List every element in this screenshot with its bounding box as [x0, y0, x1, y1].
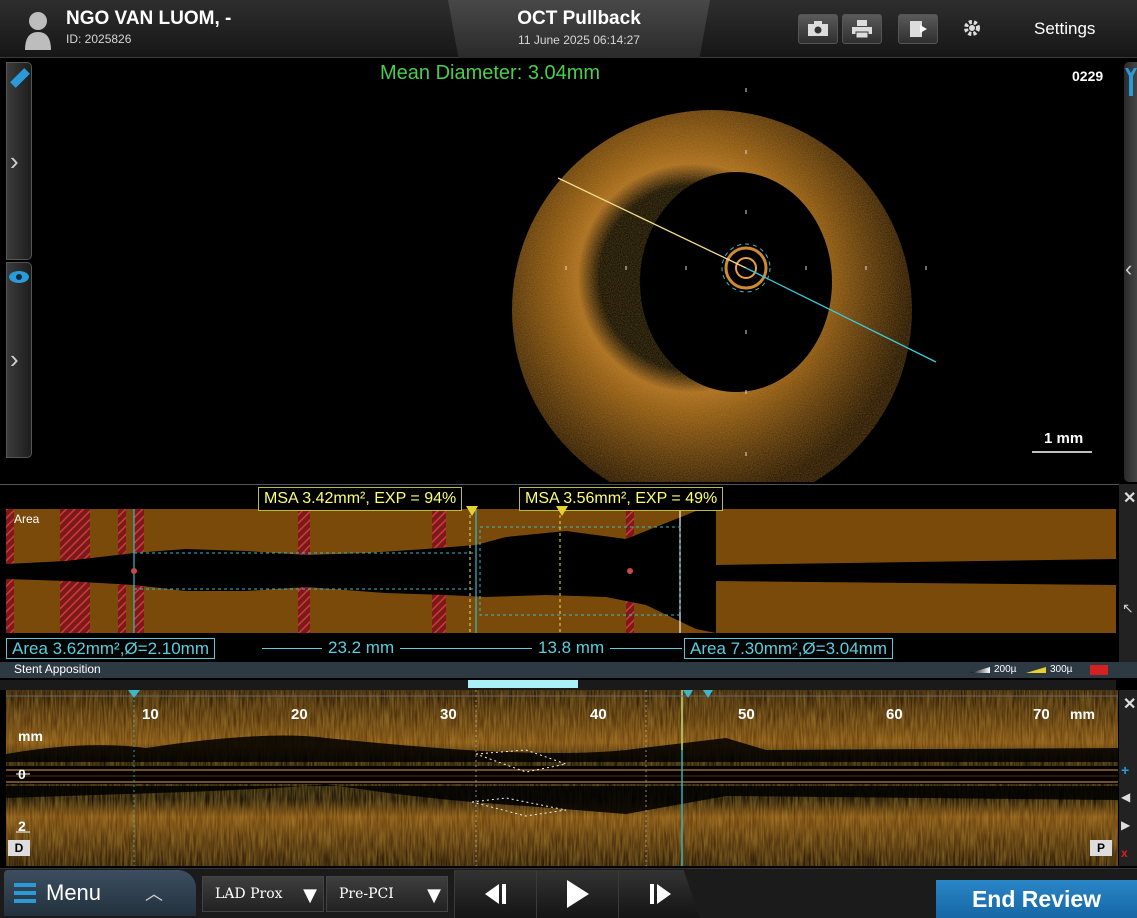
export-button[interactable] — [898, 14, 938, 44]
length-dimension-line — [262, 648, 682, 649]
ruler-unit: mm — [1070, 706, 1095, 722]
wrench-icon[interactable] — [1125, 68, 1137, 96]
stent-position-bar[interactable] — [468, 680, 578, 688]
msa-left-measurement[interactable]: MSA 3.42mm², EXP = 94% — [258, 487, 463, 511]
step-forward-button[interactable] — [618, 870, 700, 918]
menu-label: Menu — [46, 880, 102, 905]
ruler-tick-20: 20 — [291, 706, 308, 723]
play-icon — [566, 880, 589, 908]
eye-icon[interactable] — [8, 270, 30, 284]
segment-length-1: 23.2 mm — [322, 638, 401, 658]
ruler-tick-60: 60 — [886, 706, 903, 723]
scale-bar-label: 1 mm — [1044, 430, 1084, 447]
chevron-up-icon: ︿ — [145, 884, 164, 904]
patient-name: NGO VAN LUOM, - — [66, 8, 232, 29]
ruler-tick-70: 70 — [1033, 706, 1050, 723]
legend-200-swatch — [970, 667, 990, 673]
msa-right-measurement[interactable]: MSA 3.56mm², EXP = 49% — [519, 487, 724, 511]
ruler-icon[interactable] — [8, 66, 30, 92]
stent-apposition-bar — [0, 662, 1137, 678]
close-icon[interactable]: ✕ — [1123, 696, 1137, 713]
patient-id: ID: 2025826 — [66, 32, 132, 46]
proximal-marker: P — [1090, 840, 1112, 856]
reset-icon[interactable]: ↖ — [1122, 600, 1134, 616]
chevron-left-icon[interactable]: ‹ — [1125, 256, 1133, 281]
title-tab — [448, 0, 710, 58]
ruler-tick-40: 40 — [590, 706, 607, 723]
marker-left-icon[interactable]: ◀ — [1121, 790, 1131, 804]
legend-200-label: 200µ — [994, 664, 1017, 675]
delete-marker-icon[interactable]: x — [1121, 846, 1128, 860]
chevron-right-icon[interactable]: › — [10, 344, 19, 374]
add-marker-icon[interactable]: + — [1121, 762, 1130, 778]
export-icon — [910, 21, 927, 37]
frame-number: 0229 — [1072, 68, 1104, 84]
menu-button[interactable]: Menu ︿ — [4, 870, 196, 916]
vessel-dropdown[interactable]: LAD Prox ▼ — [202, 876, 324, 912]
step-forward-icon — [649, 884, 671, 904]
close-icon[interactable]: ✕ — [1123, 490, 1137, 507]
right-rail[interactable] — [1124, 62, 1137, 482]
person-icon — [25, 12, 51, 50]
camera-icon — [808, 21, 828, 36]
stent-apposition-label: Stent Apposition — [14, 662, 101, 676]
ruler-tick-10: 10 — [142, 706, 159, 723]
longitudinal-view[interactable] — [6, 690, 1118, 866]
settings-button[interactable]: Settings — [1034, 19, 1096, 38]
msa-marker-right[interactable] — [555, 505, 569, 517]
legend-300-swatch — [1026, 667, 1046, 673]
marker-right-icon[interactable]: ▶ — [1121, 818, 1131, 832]
msa-marker-left[interactable] — [465, 505, 479, 517]
legend-300-label: 300µ — [1050, 664, 1073, 675]
proximal-reference-area[interactable]: Area 7.30mm²,Ø=3.04mm — [684, 638, 893, 659]
play-button[interactable] — [536, 870, 618, 918]
gear-icon[interactable] — [962, 18, 982, 38]
vessel-value: LAD Prox — [215, 886, 283, 902]
legend-malapposed-swatch — [1090, 665, 1108, 675]
distal-reference-area[interactable]: Area 3.62mm²,Ø=2.10mm — [6, 638, 215, 659]
ruler-tick-30: 30 — [440, 706, 457, 723]
step-back-button[interactable] — [454, 870, 536, 918]
pullback-date: 11 June 2025 06:14:27 — [518, 33, 640, 47]
area-side-rail — [1119, 484, 1137, 664]
pullback-title: OCT Pullback — [517, 8, 641, 29]
phase-dropdown[interactable]: Pre-PCI ▼ — [326, 876, 448, 912]
triangle-down-icon: ▼ — [303, 885, 317, 906]
oct-cross-section[interactable] — [36, 60, 1122, 482]
area-profile-label: Area — [14, 512, 40, 526]
left-rail-view[interactable] — [6, 262, 32, 458]
step-back-icon — [484, 884, 506, 904]
segment-length-2: 13.8 mm — [532, 638, 611, 658]
print-icon — [852, 20, 872, 38]
print-button[interactable] — [842, 14, 882, 44]
triangle-down-icon: ▼ — [427, 885, 441, 906]
end-review-button[interactable]: End Review — [936, 880, 1137, 918]
list-icon — [14, 883, 36, 903]
depth-two: 2 — [18, 818, 26, 834]
area-profile-graph[interactable] — [6, 509, 1116, 633]
depth-zero: 0 — [18, 766, 26, 782]
left-rail-measure[interactable] — [6, 62, 32, 260]
mean-diameter-readout: Mean Diameter: 3.04mm — [380, 62, 601, 84]
distal-marker: D — [8, 840, 30, 856]
snapshot-button[interactable] — [798, 14, 838, 44]
chevron-right-icon[interactable]: › — [10, 146, 19, 176]
phase-value: Pre-PCI — [339, 886, 394, 902]
ruler-tick-50: 50 — [738, 706, 755, 723]
depth-unit: mm — [18, 728, 43, 744]
lmode-side-rail — [1119, 690, 1137, 866]
